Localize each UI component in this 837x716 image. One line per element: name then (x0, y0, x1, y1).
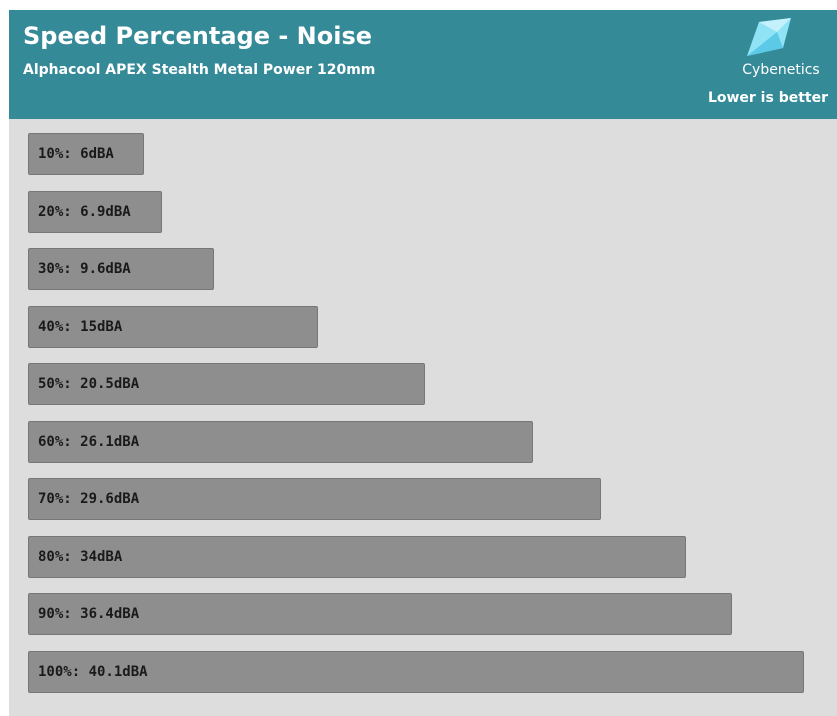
bar-label: 50%: 20.5dBA (38, 376, 140, 392)
bar-label: 10%: 6dBA (38, 146, 114, 162)
bar-label: 60%: 26.1dBA (38, 433, 140, 450)
bar-70pct (28, 478, 601, 520)
cybenetics-logo-icon (747, 18, 791, 56)
bar-20pct (28, 190, 162, 233)
chart-header: Speed Percentage - Noise Alphacool APEX … (9, 10, 837, 119)
chart-title: Speed Percentage - Noise (23, 22, 373, 50)
bar-label: 20%: 6.9dBA (38, 203, 131, 220)
bar-label: 90%: 36.4dBA (38, 606, 140, 622)
bar-90pct (28, 593, 732, 635)
plot-area: 10%: 6dBA 20%: 6.9dBA 30%: 9.6dBA 40%: 15dB… (9, 119, 837, 716)
cybenetics-logo: Cybenetics (731, 18, 831, 86)
bar-80pct (28, 535, 686, 578)
bar-label: 100%: 40.1dBA (38, 663, 148, 680)
lower-is-better-note: Lower is better (707, 90, 828, 106)
logo-text: Cybenetics (742, 62, 820, 78)
bar-100pct (28, 650, 804, 693)
chart-subtitle: Alphacool APEX Stealth Metal Power 120mm (23, 62, 376, 78)
bar-40pct (28, 305, 318, 348)
chart-frame: Speed Percentage - Noise Alphacool APEX … (9, 10, 837, 716)
bar-30pct (28, 248, 214, 290)
bar-label: 40%: 15dBA (38, 318, 123, 335)
bar-10pct (28, 133, 144, 175)
bar-label: 70%: 29.6dBA (38, 491, 140, 507)
bar-60pct (28, 420, 533, 463)
bar-label: 80%: 34dBA (38, 548, 123, 565)
bar-label: 30%: 9.6dBA (38, 261, 131, 277)
bar-50pct (28, 363, 425, 405)
